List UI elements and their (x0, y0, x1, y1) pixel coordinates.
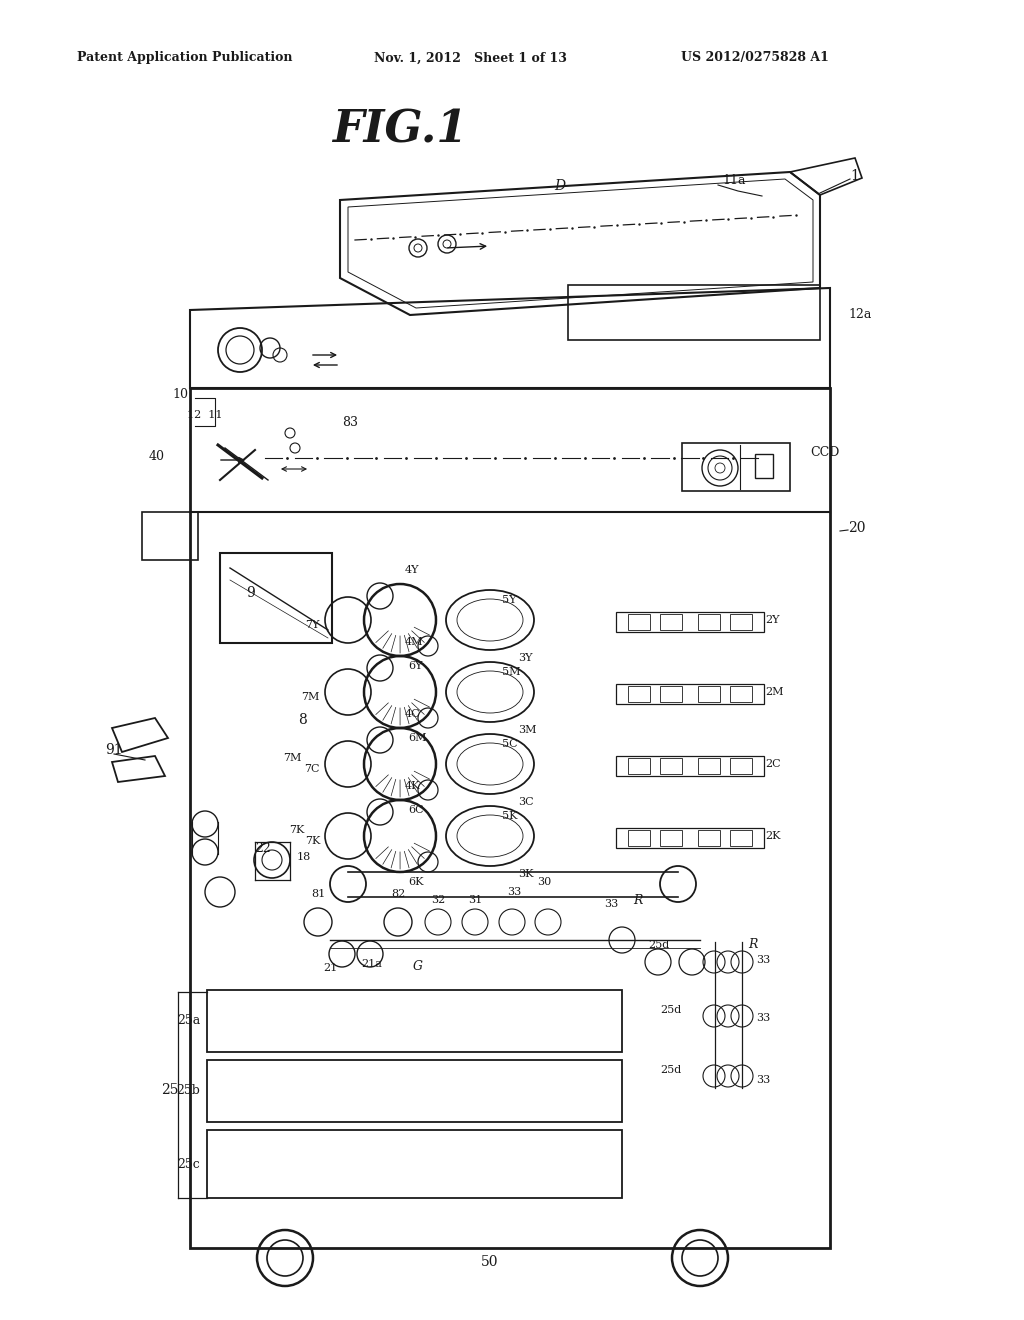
Bar (616, 756, 764, 776)
Bar (628, 614, 650, 630)
Text: 40: 40 (150, 450, 165, 462)
Bar (698, 614, 720, 630)
Text: 8: 8 (298, 713, 307, 727)
Text: 25d: 25d (660, 1005, 681, 1015)
Text: 6M: 6M (408, 733, 427, 743)
Text: 5C: 5C (502, 739, 517, 748)
Text: 3C: 3C (518, 797, 534, 807)
Text: US 2012/0275828 A1: US 2012/0275828 A1 (681, 51, 829, 65)
Text: 83: 83 (342, 417, 358, 429)
Bar (660, 614, 682, 630)
Text: 5Y: 5Y (502, 595, 516, 605)
Bar (698, 830, 720, 846)
Bar (628, 830, 650, 846)
Text: 12  11: 12 11 (187, 411, 223, 420)
Text: G: G (413, 960, 423, 973)
Bar (730, 758, 752, 774)
Bar (142, 512, 198, 560)
Bar (730, 686, 752, 702)
Bar (207, 1060, 622, 1122)
Text: 7C: 7C (304, 764, 319, 774)
Text: 4Y: 4Y (406, 565, 420, 576)
Bar (628, 686, 650, 702)
Bar (220, 553, 332, 643)
Text: D: D (554, 180, 565, 193)
Bar (207, 990, 622, 1052)
Bar (698, 686, 720, 702)
Bar (730, 614, 752, 630)
Text: 6C: 6C (408, 805, 424, 814)
Bar (660, 758, 682, 774)
Text: 7Y: 7Y (305, 620, 319, 630)
Text: 50: 50 (481, 1255, 499, 1269)
Text: 6Y: 6Y (408, 661, 423, 671)
Text: 7K: 7K (290, 825, 305, 836)
Bar (698, 758, 720, 774)
Text: 32: 32 (431, 895, 445, 906)
Text: 3K: 3K (518, 869, 534, 879)
Text: R: R (748, 939, 758, 952)
Text: 4M: 4M (406, 638, 424, 647)
Text: 33: 33 (756, 1012, 770, 1023)
Text: 2K: 2K (765, 832, 780, 841)
Text: 7M: 7M (302, 692, 319, 702)
Text: 6K: 6K (408, 876, 424, 887)
Text: 82: 82 (391, 888, 406, 899)
Text: 25b: 25b (176, 1085, 200, 1097)
Text: 33: 33 (507, 887, 521, 898)
Text: 2M: 2M (765, 686, 783, 697)
Text: 3Y: 3Y (518, 653, 532, 663)
Bar (660, 830, 682, 846)
Text: 33: 33 (756, 954, 770, 965)
Text: 5M: 5M (502, 667, 520, 677)
Text: 12a: 12a (848, 309, 871, 322)
Text: FIG.1: FIG.1 (333, 108, 468, 152)
Bar (682, 444, 790, 491)
Bar (616, 612, 764, 632)
Text: 5K: 5K (502, 810, 517, 821)
Text: 7K: 7K (304, 836, 319, 846)
Text: 4K: 4K (406, 781, 421, 791)
Text: Patent Application Publication: Patent Application Publication (77, 51, 293, 65)
Text: 21: 21 (323, 964, 337, 973)
Text: 9: 9 (246, 586, 255, 601)
Text: 33: 33 (604, 899, 618, 909)
Text: 3M: 3M (518, 725, 537, 735)
Text: 2Y: 2Y (765, 615, 779, 624)
Text: R: R (633, 895, 643, 908)
Bar (660, 686, 682, 702)
Text: 25d: 25d (660, 1065, 681, 1074)
Text: 25a: 25a (177, 1015, 200, 1027)
Bar (628, 758, 650, 774)
Text: 18: 18 (297, 851, 311, 862)
Text: 21a: 21a (361, 960, 382, 969)
Bar (616, 684, 764, 704)
Bar (755, 454, 773, 478)
Text: 11a: 11a (722, 174, 745, 187)
Text: 91: 91 (105, 743, 123, 756)
Text: 22: 22 (255, 842, 271, 854)
Bar (616, 828, 764, 847)
Text: 25c: 25c (177, 1158, 200, 1171)
Text: 20: 20 (848, 521, 865, 535)
Text: 25: 25 (161, 1082, 179, 1097)
Text: 2C: 2C (765, 759, 780, 770)
Text: 4C: 4C (406, 709, 421, 719)
Text: 81: 81 (311, 888, 326, 899)
Text: 10: 10 (172, 388, 188, 401)
Bar (207, 1130, 622, 1199)
Text: 1: 1 (851, 169, 859, 183)
Text: 25d: 25d (648, 940, 670, 950)
Text: 7M: 7M (284, 752, 302, 763)
Text: 31: 31 (468, 895, 482, 906)
Text: 30: 30 (537, 876, 551, 887)
Text: CCD: CCD (810, 446, 840, 458)
Text: Nov. 1, 2012   Sheet 1 of 13: Nov. 1, 2012 Sheet 1 of 13 (374, 51, 566, 65)
Text: 33: 33 (756, 1074, 770, 1085)
Bar (730, 830, 752, 846)
